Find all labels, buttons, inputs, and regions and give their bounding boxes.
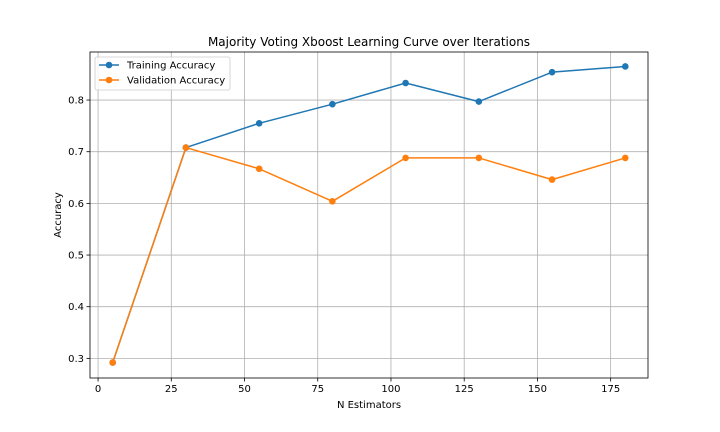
- x-tick-label: 75: [311, 384, 324, 395]
- x-tick-label: 50: [238, 384, 251, 395]
- x-tick-label: 0: [95, 384, 101, 395]
- y-tick-label: 0.5: [68, 251, 84, 262]
- training-accuracy-point: [621, 63, 629, 70]
- training-accuracy-point: [548, 68, 556, 76]
- y-tick-label: 0.6: [68, 199, 84, 210]
- legend-training-marker: [105, 61, 113, 69]
- x-tick-label: 150: [528, 384, 547, 395]
- y-tick-label: 0.7: [68, 147, 84, 158]
- training-accuracy-point: [402, 79, 409, 87]
- validation-accuracy-line: [111, 146, 626, 363]
- axis-ticks: 0 25 50 75 100 125 150 175 0.3 0.4 0.5 0.6 0.7 0.8: [68, 96, 620, 395]
- legend: Training Accuracy Validation Accuracy: [94, 56, 231, 91]
- validation-accuracy-point: [255, 165, 263, 173]
- validation-accuracy-point: [548, 176, 556, 183]
- legend-validation-marker: [105, 76, 113, 84]
- y-axis-label: Accuracy: [53, 192, 64, 238]
- validation-accuracy-point: [182, 144, 190, 151]
- validation-accuracy-point: [402, 154, 409, 162]
- legend-validation-label: Validation Accuracy: [127, 76, 225, 87]
- training-accuracy-point: [329, 100, 336, 108]
- x-tick-label: 100: [381, 384, 400, 395]
- legend-training-label: Training Accuracy: [126, 61, 215, 72]
- y-tick-label: 0.3: [68, 354, 84, 365]
- x-axis-label: N Estimators: [337, 400, 401, 411]
- x-tick-label: 175: [601, 384, 620, 395]
- y-tick-label: 0.8: [68, 96, 84, 107]
- legend-box: [94, 56, 231, 91]
- validation-accuracy-point: [109, 359, 117, 366]
- training-accuracy-line: [111, 65, 626, 363]
- x-tick-label: 125: [455, 384, 474, 395]
- plot-series: [109, 63, 629, 366]
- validation-accuracy-point: [621, 154, 629, 162]
- validation-accuracy-point: [329, 198, 336, 205]
- training-accuracy-point: [255, 119, 263, 127]
- training-accuracy-point: [475, 98, 483, 105]
- validation-accuracy-point: [475, 154, 483, 162]
- plot-frame: [89, 51, 649, 379]
- chart-title: Majority Voting Xboost Learning Curve ov…: [208, 35, 530, 49]
- x-tick-label: 25: [165, 384, 178, 395]
- y-tick-label: 0.4: [68, 302, 84, 313]
- grid-lines: [90, 52, 648, 378]
